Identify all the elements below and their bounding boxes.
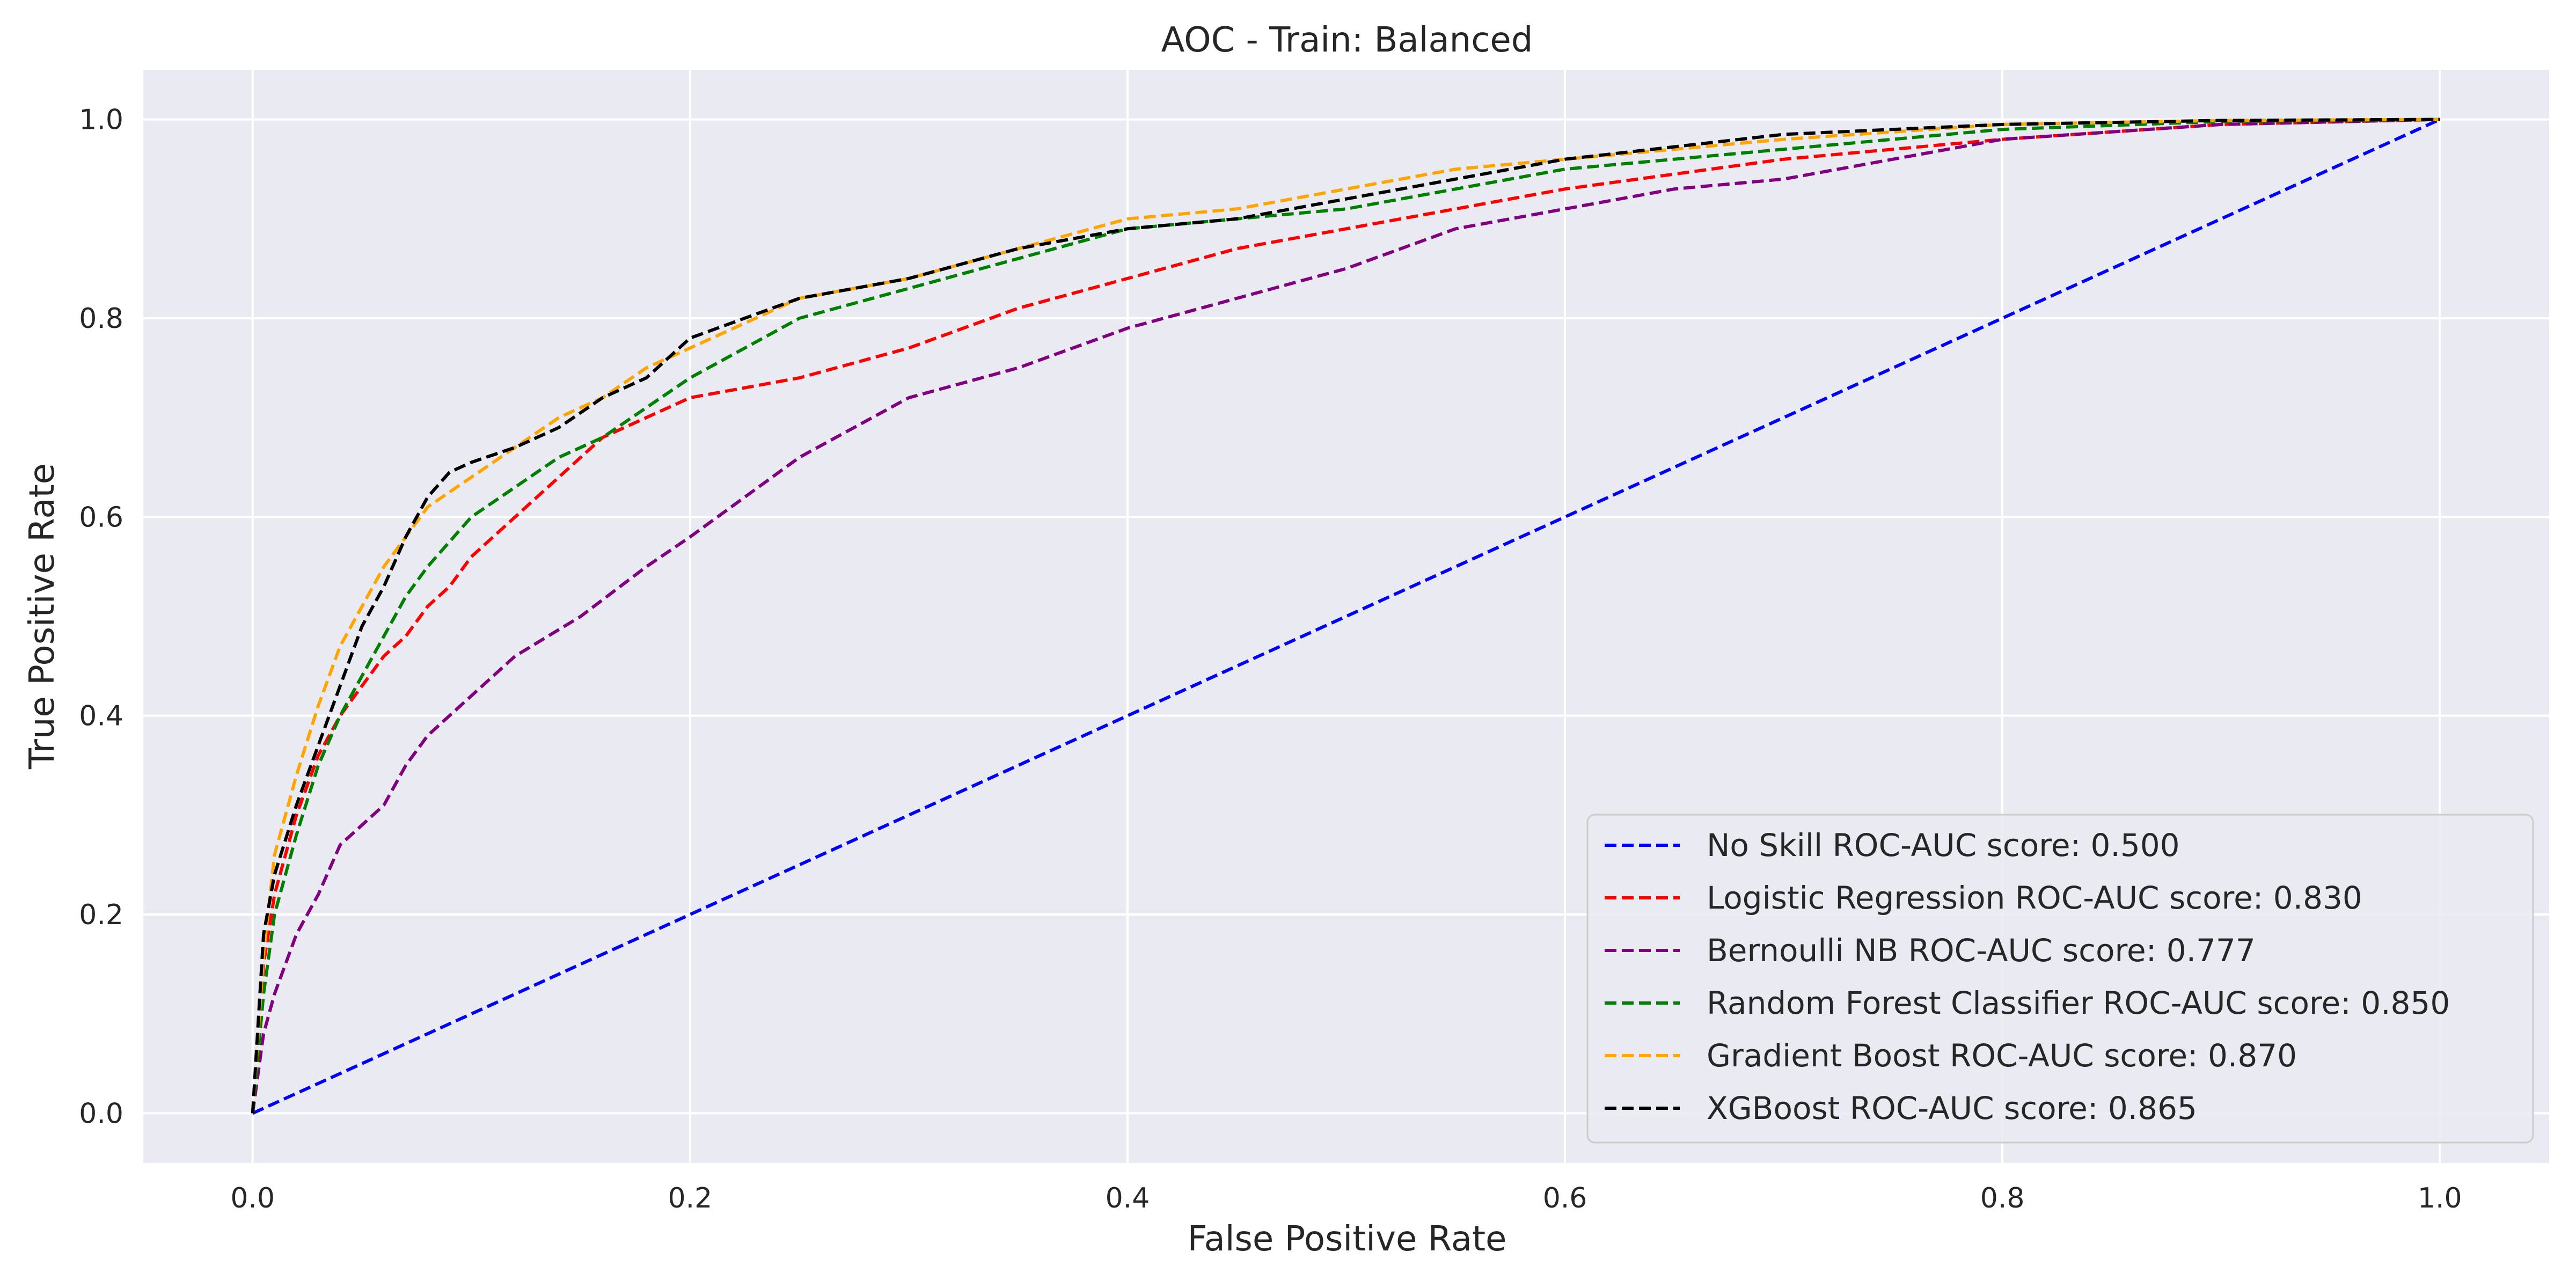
chart-title: AOC - Train: Balanced (1161, 20, 1533, 60)
y-tick-label: 0.2 (79, 899, 123, 931)
x-axis-label: False Positive Rate (1188, 1219, 1507, 1259)
legend-label-4: Gradient Boost ROC-AUC score: 0.870 (1707, 1037, 2297, 1074)
series-line-0 (252, 118, 2441, 1115)
x-tick-label: 0.0 (230, 1182, 275, 1214)
tick-labels: 0.0 0.2 0.4 0.6 0.8 1.0 0.0 0.2 0.4 0.6 0.8 1.0 (79, 104, 2462, 1214)
series-lines (251, 118, 2441, 1115)
series-line-5 (251, 118, 2440, 1114)
legend-label-3: Random Forest Classifier ROC-AUC score: … (1707, 985, 2450, 1021)
series-line-1 (251, 118, 2440, 1114)
legend-label-0: No Skill ROC-AUC score: 0.500 (1707, 827, 2180, 863)
legend: No Skill ROC-AUC score: 0.500 Logistic Re… (1586, 814, 2534, 1144)
y-tick-label: 0.4 (79, 700, 123, 733)
y-tick-label: 0.0 (79, 1097, 123, 1130)
legend-frame (1586, 814, 2534, 1144)
series-line-4 (251, 118, 2440, 1114)
x-tick-label: 0.6 (1543, 1182, 1587, 1214)
legend-label-2: Bernoulli NB ROC-AUC score: 0.777 (1707, 932, 2256, 969)
x-tick-label: 0.4 (1106, 1182, 1150, 1214)
y-axis-label: True Positive Rate (23, 463, 62, 770)
y-tick-label: 1.0 (79, 104, 123, 136)
legend-label-1: Logistic Regression ROC-AUC score: 0.830 (1707, 880, 2362, 916)
y-tick-label: 0.8 (79, 303, 123, 335)
legend-label-5: XGBoost ROC-AUC score: 0.865 (1707, 1090, 2197, 1126)
series-line-3 (251, 118, 2440, 1114)
x-tick-label: 0.8 (1980, 1182, 2025, 1214)
y-tick-label: 0.6 (79, 501, 123, 533)
x-tick-label: 0.2 (668, 1182, 713, 1214)
series-line-2 (251, 118, 2440, 1114)
x-tick-label: 1.0 (2418, 1182, 2462, 1214)
